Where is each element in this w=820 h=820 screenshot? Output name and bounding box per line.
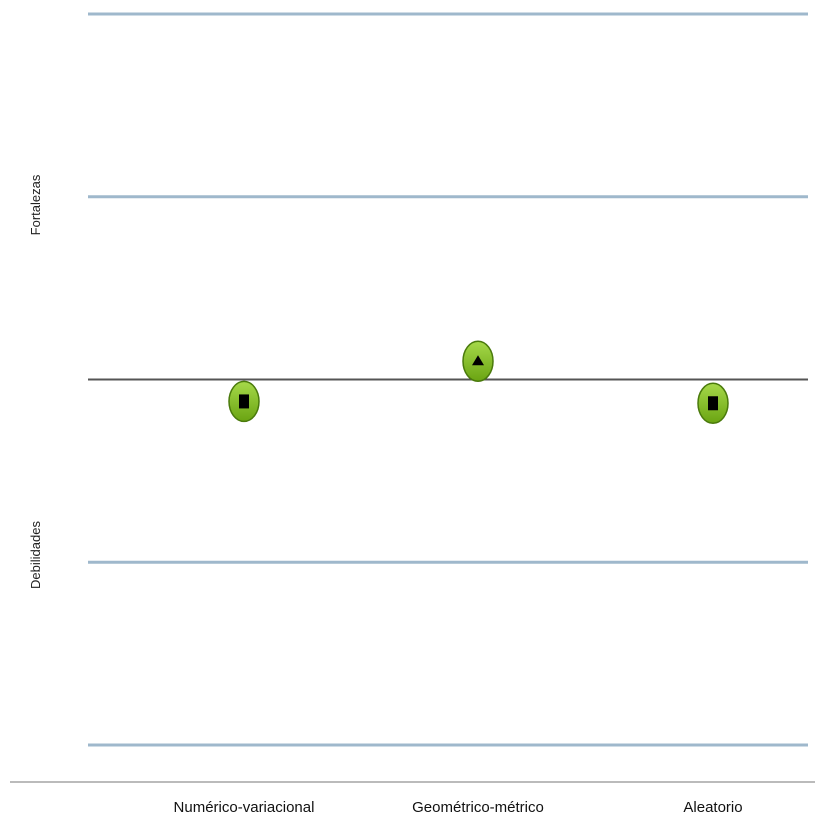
data-point	[698, 383, 728, 423]
data-point	[463, 341, 493, 381]
band-label-lower: Debilidades	[28, 521, 43, 589]
band-label-upper: Fortalezas	[28, 174, 43, 235]
data-point	[229, 381, 259, 421]
data-points	[229, 341, 728, 423]
x-tick-label: Geométrico-métrico	[412, 799, 544, 816]
x-tick-labels: Numérico-variacional Geométrico-métrico Al…	[174, 799, 743, 816]
square-marker-icon	[708, 396, 718, 410]
x-tick-label: Numérico-variacional	[174, 799, 315, 816]
gridlines	[88, 14, 808, 745]
square-marker-icon	[239, 394, 249, 408]
x-tick-label: Aleatorio	[683, 799, 742, 816]
